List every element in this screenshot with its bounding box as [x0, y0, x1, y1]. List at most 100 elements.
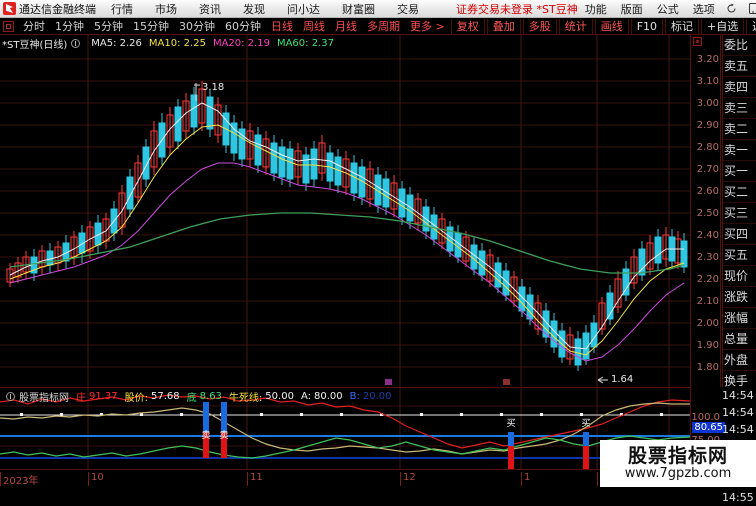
button-duogu[interactable]: 多股: [522, 18, 557, 34]
period-toolbar-right: 复权 叠加 多股 统计 画线 F10 标记 +自选 返回: [450, 18, 756, 34]
refresh-icon[interactable]: [726, 2, 739, 15]
price-tick-14: 1.80: [696, 362, 719, 373]
logo-icon: [3, 2, 16, 15]
buy-signal-bars: [508, 432, 589, 470]
button-diejia[interactable]: 叠加: [486, 18, 521, 34]
zhuang-value: 91.37: [89, 390, 118, 402]
menu-item-zixun[interactable]: 资讯: [199, 2, 221, 16]
menu-item-gongneng[interactable]: 功能: [584, 2, 607, 16]
price-tick-8: 2.40: [696, 230, 719, 241]
app-logo: 通达信金融终端: [0, 1, 100, 17]
period-multi[interactable]: 多周期: [367, 20, 400, 33]
menu-item-wenxiaoda[interactable]: 问小达: [287, 2, 320, 16]
menu-item-hangqing[interactable]: 行情: [111, 2, 133, 16]
mobile-icon[interactable]: [746, 2, 756, 15]
quote-row-buy3[interactable]: 买三: [723, 203, 756, 224]
menu-item-xuanxiang[interactable]: 选项: [692, 2, 715, 16]
quote-row-buy1[interactable]: 买一: [723, 161, 756, 182]
period-15min[interactable]: 15分钟: [133, 20, 169, 33]
date-tick-0: 2023年: [0, 472, 38, 487]
quote-row-sell5[interactable]: 卖五: [723, 56, 756, 77]
indicator-pane[interactable]: 股票指标网 庄 91.37 股价: 57.68 底 8.63 牛死线: 50.0…: [0, 387, 690, 470]
quote-row-sell1[interactable]: 卖一: [723, 140, 756, 161]
quote-row-sell2[interactable]: 卖二: [723, 119, 756, 140]
di-value: 8.63: [199, 390, 222, 402]
period-1min[interactable]: 1分钟: [55, 20, 84, 33]
indicator-tick-0: 100.0: [691, 412, 720, 423]
button-fuquan[interactable]: 复权: [450, 18, 485, 34]
button-tongji[interactable]: 统计: [558, 18, 593, 34]
quote-row-sell3[interactable]: 卖三: [723, 98, 756, 119]
buy-marker-2: 买: [581, 419, 591, 429]
price-tick-9: 2.30: [696, 252, 719, 263]
price-tick-12: 2.00: [696, 318, 719, 329]
menu-item-shichang[interactable]: 市场: [155, 2, 177, 16]
menu-item-faxian[interactable]: 发现: [243, 2, 265, 16]
quote-row-zhangdie[interactable]: 涨跌: [723, 287, 756, 308]
quote-rows-list: 委比 卖五 卖四 卖三 卖二 卖一 买一 买二 买三 买四 买五 现价 涨跌 涨…: [722, 35, 756, 387]
price-tick-2: 3.00: [696, 98, 719, 109]
low-price-annotation: 1.64: [611, 374, 634, 385]
tick-time: 14:55: [722, 491, 754, 504]
menu-item-banmian[interactable]: 版面: [620, 2, 643, 16]
period-more[interactable]: 更多 >: [410, 20, 445, 33]
quote-row-zhangfu[interactable]: 涨幅: [723, 308, 756, 329]
period-daily[interactable]: 日线: [271, 20, 293, 33]
button-biaoji[interactable]: 标记: [665, 18, 700, 34]
button-huaxian[interactable]: 画线: [594, 18, 629, 34]
date-tick-1: 10: [88, 472, 104, 486]
niusixian-label: 牛死线:: [228, 392, 263, 404]
kline-header: *ST豆神(日线) MA5: 2.26 MA10: 2.25 MA20: 2.1…: [2, 37, 334, 51]
sell-signal-bars: [203, 402, 227, 458]
main-area: *ST豆神(日线) MA5: 2.26 MA10: 2.25 MA20: 2.1…: [0, 35, 756, 504]
date-tick-3: 12: [400, 472, 416, 486]
ma60-label: MA60: 2.37: [276, 37, 334, 49]
quote-row-buy2[interactable]: 买二: [723, 182, 756, 203]
info-icon[interactable]: [6, 391, 15, 401]
price-tick-11: 2.10: [696, 296, 719, 307]
period-5min[interactable]: 5分钟: [94, 20, 123, 33]
chart-column: *ST豆神(日线) MA5: 2.26 MA10: 2.25 MA20: 2.1…: [0, 35, 690, 487]
price-tick-0: 3.20: [696, 54, 719, 65]
indicator-site-label: 股票指标网: [19, 392, 69, 404]
quote-row-buy5[interactable]: 买五: [723, 245, 756, 266]
price-scale-column: [691, 35, 721, 387]
period-fenshi[interactable]: 分时: [23, 20, 45, 33]
period-30min[interactable]: 30分钟: [179, 20, 215, 33]
date-tick-4: 1: [521, 472, 530, 486]
quote-row-xianjia[interactable]: 现价: [723, 266, 756, 287]
quote-row-weibi[interactable]: 委比: [723, 35, 756, 56]
ma20-label: MA20: 2.19: [212, 37, 270, 49]
kline-title: *ST豆神(日线): [2, 39, 68, 51]
period-weekly[interactable]: 周线: [303, 20, 325, 33]
kline-pane[interactable]: *ST豆神(日线) MA5: 2.26 MA10: 2.25 MA20: 2.1…: [0, 35, 690, 387]
menu-item-gongshi[interactable]: 公式: [656, 2, 679, 16]
layout-grid-icon[interactable]: [3, 20, 14, 32]
price-tick-4: 2.80: [696, 142, 719, 153]
button-add-watchlist[interactable]: +自选: [701, 18, 745, 34]
price-tick-6: 2.60: [696, 186, 719, 197]
ma10-label: MA10: 2.25: [148, 37, 206, 49]
b-value: 20.00: [362, 390, 392, 402]
menu-item-caifuquan[interactable]: 财富圈: [342, 2, 375, 16]
period-toolbar-left: 分时 1分钟 5分钟 15分钟 30分钟 60分钟 日线 周线 月线 多周期 更…: [0, 18, 450, 34]
quote-row-buy4[interactable]: 买四: [723, 224, 756, 245]
niusixian-value: 50.00: [265, 390, 294, 402]
menu-bar-right: 功能 版面 公式 选项 游客: [578, 0, 756, 25]
expand-icon[interactable]: [693, 37, 702, 46]
date-tick-2: 11: [247, 472, 263, 486]
price-tick-5: 2.70: [696, 164, 719, 175]
quote-row-sell4[interactable]: 卖四: [723, 77, 756, 98]
quote-row-huanshou[interactable]: 换手: [723, 371, 756, 387]
ma5-label: MA5: 2.26: [91, 37, 142, 49]
quote-row-zongliang[interactable]: 总量: [723, 329, 756, 350]
period-monthly[interactable]: 月线: [335, 20, 357, 33]
quote-row-waipan[interactable]: 外盘: [723, 350, 756, 371]
b-label: B:: [349, 390, 360, 402]
login-warning-label: 证券交易未登录 *ST豆神: [456, 2, 578, 16]
button-return[interactable]: 返回: [746, 18, 756, 34]
period-60min[interactable]: 60分钟: [225, 20, 261, 33]
menu-item-jiaoyi[interactable]: 交易: [397, 2, 419, 16]
button-f10[interactable]: F10: [630, 18, 664, 34]
info-icon[interactable]: [71, 38, 81, 48]
